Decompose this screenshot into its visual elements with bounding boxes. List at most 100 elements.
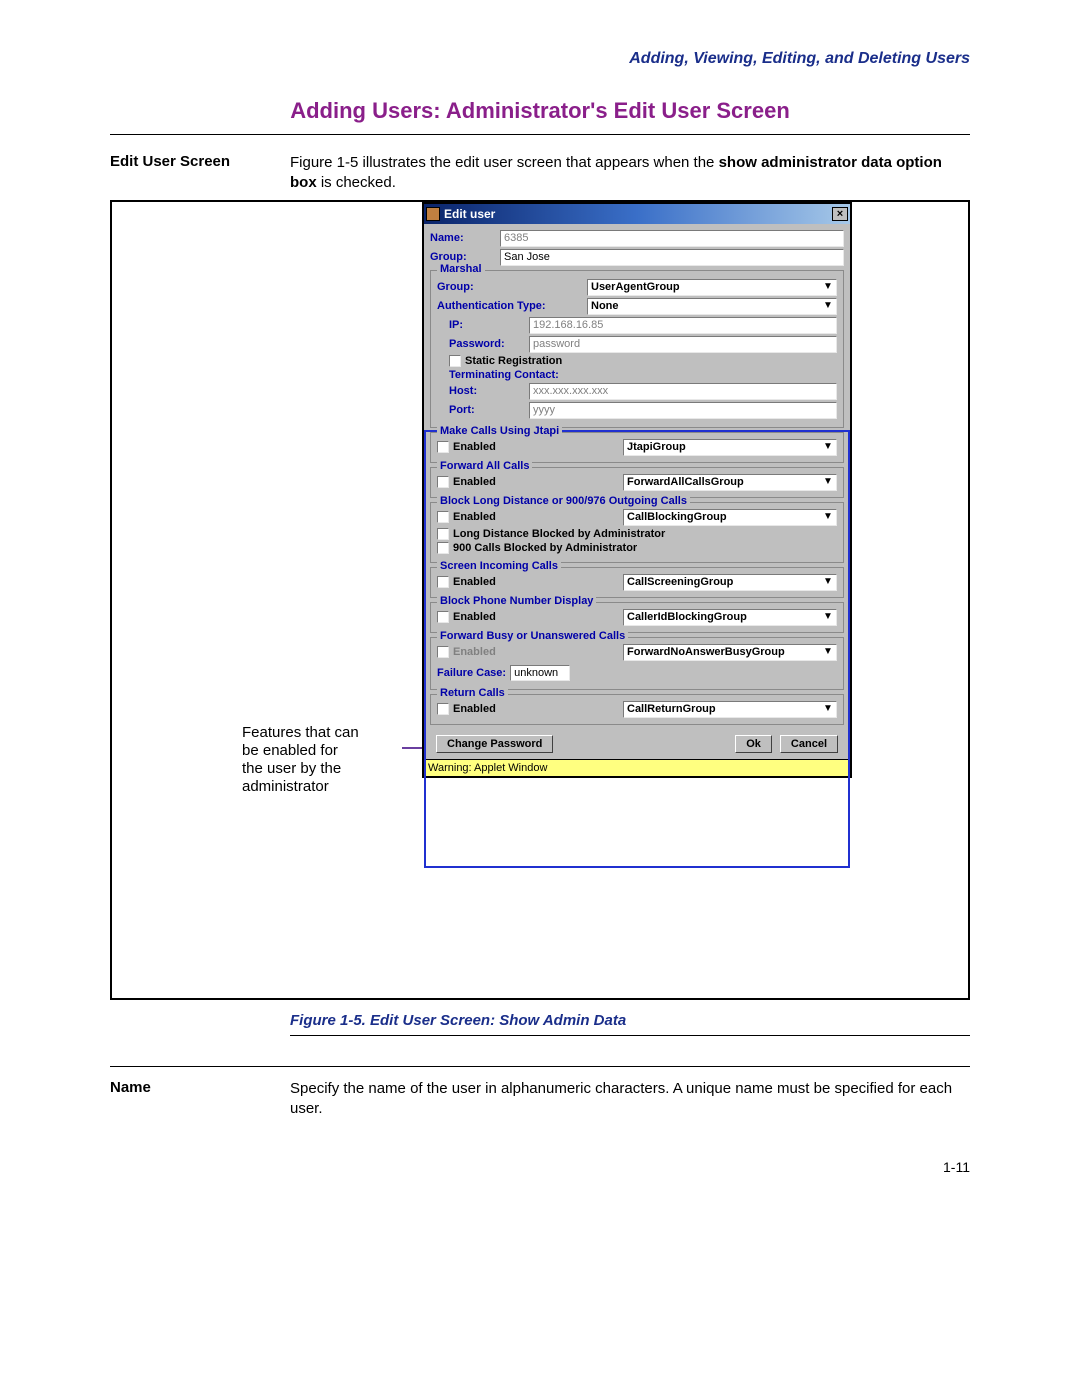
ret-enabled-checkbox[interactable] xyxy=(437,703,449,715)
jtapi-fieldset: Make Calls Using Jtapi Enabled JtapiGrou… xyxy=(430,432,844,463)
rule-top xyxy=(110,134,970,135)
jtapi-legend: Make Calls Using Jtapi xyxy=(437,425,562,437)
term-contact-label: Terminating Contact: xyxy=(449,369,589,381)
ld-label: Long Distance Blocked by Administrator xyxy=(453,528,665,540)
chevron-down-icon: ▼ xyxy=(820,299,836,314)
ret-group-select[interactable]: CallReturnGroup▼ xyxy=(623,701,837,718)
chevron-down-icon: ▼ xyxy=(820,280,836,295)
fna-fieldset: Forward Busy or Unanswered Calls Enabled… xyxy=(430,637,844,690)
fwdall-enabled-label: Enabled xyxy=(453,476,496,488)
port-label: Port: xyxy=(449,404,529,416)
button-spacer xyxy=(561,735,727,753)
cid-enabled-label: Enabled xyxy=(453,611,496,623)
intro-text-c: is checked. xyxy=(317,174,396,191)
name-section-text: Specify the name of the user in alphanum… xyxy=(290,1079,970,1120)
password-label: Password: xyxy=(449,338,529,350)
ret-enabled-label: Enabled xyxy=(453,703,496,715)
screen-legend: Screen Incoming Calls xyxy=(437,560,561,572)
screen-enabled-label: Enabled xyxy=(453,576,496,588)
callout-l3: the user by the xyxy=(242,760,341,777)
button-row: Change Password Ok Cancel xyxy=(430,729,844,759)
fna-legend: Forward Busy or Unanswered Calls xyxy=(437,630,628,642)
chevron-down-icon: ▼ xyxy=(820,575,836,590)
name-input[interactable]: 6385 xyxy=(500,230,844,247)
failure-label: Failure Case: xyxy=(437,667,506,679)
section-title: Adding Users: Administrator's Edit User … xyxy=(110,98,970,124)
fna-enabled-checkbox[interactable] xyxy=(437,646,449,658)
fwdall-enabled-checkbox[interactable] xyxy=(437,476,449,488)
name-label: Name: xyxy=(430,232,500,244)
fwdall-fieldset: Forward All Calls Enabled ForwardAllCall… xyxy=(430,467,844,498)
n900-label: 900 Calls Blocked by Administrator xyxy=(453,542,637,554)
screen-group-select[interactable]: CallScreeningGroup▼ xyxy=(623,574,837,591)
window-body: Name: 6385 Group: San Jose Marshal Group… xyxy=(424,224,850,759)
window-title: Edit user xyxy=(444,207,495,221)
auth-type-label: Authentication Type: xyxy=(437,300,587,312)
figure-frame: Features that can be enabled for the use… xyxy=(110,200,970,1000)
failure-input[interactable]: unknown xyxy=(510,665,570,681)
figure-caption: Figure 1-5. Edit User Screen: Show Admin… xyxy=(290,1012,970,1029)
block-group-select[interactable]: CallBlockingGroup▼ xyxy=(623,509,837,526)
port-input[interactable]: yyyy xyxy=(529,402,837,419)
block-legend: Block Long Distance or 900/976 Outgoing … xyxy=(437,495,690,507)
cid-fieldset: Block Phone Number Display Enabled Calle… xyxy=(430,602,844,633)
chevron-down-icon: ▼ xyxy=(820,510,836,525)
jtapi-group-select[interactable]: JtapiGroup▼ xyxy=(623,439,837,456)
chevron-down-icon: ▼ xyxy=(820,475,836,490)
marshal-legend: Marshal xyxy=(437,263,485,275)
ld-checkbox[interactable] xyxy=(437,528,449,540)
window-icon xyxy=(426,207,440,221)
change-password-button[interactable]: Change Password xyxy=(436,735,553,753)
callout-text: Features that can be enabled for the use… xyxy=(242,724,402,796)
cancel-button[interactable]: Cancel xyxy=(780,735,838,753)
chevron-down-icon: ▼ xyxy=(820,645,836,660)
cid-group-select[interactable]: CallerIdBlockingGroup▼ xyxy=(623,609,837,626)
intro-label: Edit User Screen xyxy=(110,153,260,194)
ip-label: IP: xyxy=(449,319,529,331)
name-section-label: Name xyxy=(110,1079,260,1120)
intro-paragraph: Figure 1-5 illustrates the edit user scr… xyxy=(290,153,970,194)
callout-l1: Features that can xyxy=(242,724,359,741)
cid-enabled-checkbox[interactable] xyxy=(437,611,449,623)
marshal-fieldset: Marshal Group: UserAgentGroup ▼ Authenti… xyxy=(430,270,844,428)
password-input[interactable]: password xyxy=(529,336,837,353)
callout-line xyxy=(402,747,422,749)
intro-text-a: Figure 1-5 illustrates the edit user scr… xyxy=(290,154,719,171)
marshal-group-value: UserAgentGroup xyxy=(588,280,820,295)
marshal-group-select[interactable]: UserAgentGroup ▼ xyxy=(587,279,837,296)
ip-input[interactable]: 192.168.16.85 xyxy=(529,317,837,334)
screen-fieldset: Screen Incoming Calls Enabled CallScreen… xyxy=(430,567,844,598)
chevron-down-icon: ▼ xyxy=(820,440,836,455)
jtapi-enabled-label: Enabled xyxy=(453,441,496,453)
fna-group-select[interactable]: ForwardNoAnswerBusyGroup▼ xyxy=(623,644,837,661)
group-input[interactable]: San Jose xyxy=(500,249,844,266)
screen-group-value: CallScreeningGroup xyxy=(624,575,820,590)
fwdall-group-value: ForwardAllCallsGroup xyxy=(624,475,820,490)
block-enabled-label: Enabled xyxy=(453,511,496,523)
chevron-down-icon: ▼ xyxy=(820,702,836,717)
host-label: Host: xyxy=(449,385,529,397)
fwdall-legend: Forward All Calls xyxy=(437,460,532,472)
cid-group-value: CallerIdBlockingGroup xyxy=(624,610,820,625)
auth-type-select[interactable]: None ▼ xyxy=(587,298,837,315)
cid-legend: Block Phone Number Display xyxy=(437,595,596,607)
fwdall-group-select[interactable]: ForwardAllCallsGroup▼ xyxy=(623,474,837,491)
host-input[interactable]: xxx.xxx.xxx.xxx xyxy=(529,383,837,400)
titlebar[interactable]: Edit user × xyxy=(424,204,850,224)
callout-l2: be enabled for xyxy=(242,742,338,759)
rule-caption xyxy=(290,1035,970,1036)
ok-button[interactable]: Ok xyxy=(735,735,772,753)
screen-enabled-checkbox[interactable] xyxy=(437,576,449,588)
close-icon[interactable]: × xyxy=(832,207,848,221)
rule-name xyxy=(110,1066,970,1067)
group-label: Group: xyxy=(430,251,500,263)
jtapi-enabled-checkbox[interactable] xyxy=(437,441,449,453)
n900-checkbox[interactable] xyxy=(437,542,449,554)
warning-bar: Warning: Applet Window xyxy=(424,759,850,776)
block-group-value: CallBlockingGroup xyxy=(624,510,820,525)
static-reg-checkbox[interactable] xyxy=(449,355,461,367)
auth-type-value: None xyxy=(588,299,820,314)
chevron-down-icon: ▼ xyxy=(820,610,836,625)
block-enabled-checkbox[interactable] xyxy=(437,511,449,523)
ret-group-value: CallReturnGroup xyxy=(624,702,820,717)
